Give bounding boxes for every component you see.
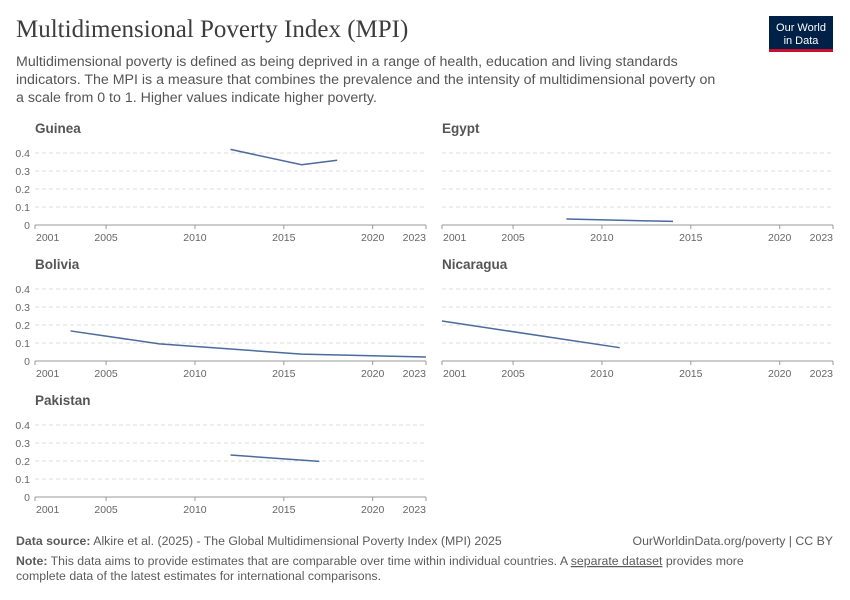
x-tick-label: 2005 [94, 232, 118, 244]
x-tick-label: 2010 [590, 232, 614, 244]
note-text: This data aims to provide estimates that… [51, 554, 569, 568]
x-tick-label: 2020 [768, 232, 792, 244]
source: Data source: Alkire et al. (2025) - The … [16, 534, 502, 548]
x-tick-label: 2015 [272, 504, 296, 516]
source-text: Alkire et al. (2025) - The Global Multid… [93, 534, 502, 548]
logo-bar [769, 49, 833, 52]
panel-title: Bolivia [35, 257, 80, 272]
x-tick-label: 2010 [183, 232, 207, 244]
y-tick-label: 0 [24, 220, 30, 232]
y-tick-label: 0.3 [15, 302, 30, 314]
panel-title: Nicaragua [442, 257, 508, 272]
y-tick-label: 0.1 [15, 338, 30, 350]
x-tick-label: 2015 [679, 232, 703, 244]
subtitle: Multidimensional poverty is defined as b… [16, 54, 678, 70]
line [441, 320, 620, 349]
y-tick-label: 0.4 [15, 148, 30, 160]
x-tick-label: 2015 [272, 368, 296, 380]
y-tick-label: 0.1 [15, 202, 30, 214]
x-tick-label: 2023 [810, 368, 834, 380]
line [566, 218, 674, 223]
x-tick-label: 2020 [361, 232, 385, 244]
y-tick-label: 0 [24, 492, 30, 504]
subtitle: indicators. The MPI is a measure that co… [16, 72, 715, 88]
x-tick-label: 2001 [443, 232, 467, 244]
x-tick-label: 2015 [679, 368, 703, 380]
y-tick-label: 0.2 [15, 184, 30, 196]
note-link[interactable]: separate dataset [571, 554, 663, 568]
line [230, 454, 320, 463]
x-tick-label: 2005 [501, 232, 525, 244]
note-text: provides more [666, 554, 744, 568]
x-tick-label: 2010 [183, 504, 207, 516]
x-tick-label: 2023 [403, 232, 427, 244]
title: Multidimensional Poverty Index (MPI) [16, 16, 408, 43]
logo-text: in Data [784, 35, 820, 47]
x-tick-label: 2001 [36, 368, 60, 380]
source-label: Data source: [16, 534, 91, 548]
logo[interactable] [769, 16, 833, 50]
logo-text: Our World [776, 22, 826, 34]
y-tick-label: 0.3 [15, 166, 30, 178]
panel-title: Pakistan [35, 393, 91, 408]
x-tick-label: 2020 [768, 368, 792, 380]
subtitle: a scale from 0 to 1. Higher values indic… [16, 90, 377, 106]
x-tick-label: 2020 [361, 504, 385, 516]
y-tick-label: 0.2 [15, 320, 30, 332]
panel-title: Guinea [35, 121, 81, 136]
y-tick-label: 0 [24, 356, 30, 368]
y-tick-label: 0.4 [15, 420, 30, 432]
y-tick-label: 0.1 [15, 474, 30, 486]
note: complete data of the latest estimates fo… [16, 569, 381, 583]
line [230, 148, 338, 166]
y-tick-label: 0.2 [15, 456, 30, 468]
x-tick-label: 2005 [94, 368, 118, 380]
x-tick-label: 2023 [403, 368, 427, 380]
x-tick-label: 2005 [94, 504, 118, 516]
x-tick-label: 2023 [403, 504, 427, 516]
x-tick-label: 2005 [501, 368, 525, 380]
x-tick-label: 2020 [361, 368, 385, 380]
y-tick-label: 0.3 [15, 438, 30, 450]
x-tick-label: 2023 [810, 232, 834, 244]
note: Note: This data aims to provide estimate… [16, 554, 744, 568]
x-tick-label: 2001 [36, 232, 60, 244]
x-tick-label: 2001 [36, 504, 60, 516]
x-tick-label: 2001 [443, 368, 467, 380]
note-label: Note: [16, 554, 47, 568]
license[interactable]: OurWorldinData.org/poverty | CC BY [633, 534, 833, 548]
x-tick-label: 2015 [272, 232, 296, 244]
panel-title: Egypt [442, 121, 480, 136]
x-tick-label: 2010 [183, 368, 207, 380]
line [70, 330, 427, 358]
x-tick-label: 2010 [590, 368, 614, 380]
y-tick-label: 0.4 [15, 284, 30, 296]
